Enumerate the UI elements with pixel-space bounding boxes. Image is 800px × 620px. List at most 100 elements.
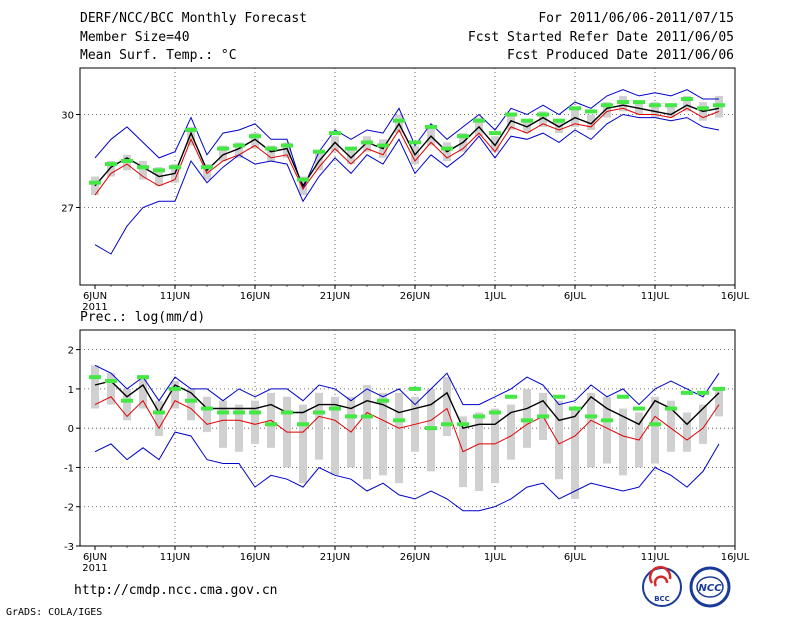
prec-series-median [94, 396, 720, 453]
temp-spread-box [683, 95, 691, 112]
bcc-logo-swirl [648, 566, 672, 587]
variable-label: Mean Surf. Temp.: °C [80, 48, 237, 63]
prec-green-mark [105, 379, 117, 384]
prec-spread-box [203, 396, 211, 433]
prec-green-mark [153, 410, 165, 415]
prec-spread-box [475, 412, 483, 492]
temp-x-tick-label: 1JUL [484, 291, 507, 302]
temp-spread-box [347, 148, 355, 165]
prec-green-mark [137, 375, 149, 380]
prec-spread-box [139, 377, 147, 409]
precip-variable-label: Prec.: log(mm/d) [80, 310, 206, 325]
prec-spread-box [395, 392, 403, 484]
forecast-started-date: Fcst Started Refer Date 2011/06/05 [467, 30, 734, 45]
temp-spread-box [587, 114, 595, 130]
temp-green-mark [361, 140, 373, 145]
temp-green-mark [441, 146, 453, 151]
temp-x-year-label: 2011 [82, 302, 107, 313]
prec-spread-box [363, 384, 371, 480]
temp-green-mark [393, 118, 405, 123]
prec-green-mark [121, 398, 133, 403]
prec-spread-box [251, 400, 259, 444]
prec-green-mark [377, 398, 389, 403]
temp-green-mark [697, 106, 709, 111]
prec-spread-box [555, 400, 563, 480]
temp-green-mark [265, 146, 277, 151]
prec-green-mark [345, 414, 357, 419]
prec-spread-box [603, 396, 611, 464]
temp-spread-box [539, 111, 547, 127]
temp-green-mark [713, 103, 725, 108]
temp-spread-box [651, 102, 659, 118]
prec-green-mark [489, 410, 501, 415]
temp-green-mark [281, 143, 293, 148]
temp-green-mark [617, 100, 629, 105]
temp-green-mark [249, 134, 261, 139]
temp-spread-box [235, 142, 243, 158]
prec-green-mark [313, 410, 325, 415]
prec-green-mark [169, 386, 181, 391]
prec-green-mark [601, 418, 613, 423]
temp-green-mark [521, 118, 533, 123]
prec-spread-box [651, 396, 659, 464]
chart-title: DERF/NCC/BCC Monthly Forecast [80, 11, 307, 26]
prec-green-mark [537, 414, 549, 419]
prec-series-min [94, 431, 720, 512]
prec-x-tick-label: 26JUN [400, 552, 430, 563]
temp-green-mark [153, 168, 165, 173]
temp-x-tick-label: 6JUN [83, 291, 107, 302]
prec-x-tick-label: 1JUL [484, 552, 507, 563]
prec-x-tick-label: 21JUN [320, 552, 350, 563]
prec-y-tick-label: 0 [68, 424, 74, 435]
temp-green-mark [329, 131, 341, 136]
prec-green-mark [281, 410, 293, 415]
temp-green-mark [121, 159, 133, 163]
prec-green-mark [649, 422, 661, 427]
temp-x-tick-label: 11JUL [641, 291, 670, 302]
prec-green-mark [505, 394, 517, 399]
temp-green-mark [585, 109, 597, 114]
prec-spread-box [171, 381, 179, 409]
temp-green-mark [297, 177, 309, 182]
prec-x-tick-label: 11JUN [160, 552, 190, 563]
temp-green-mark [489, 131, 501, 136]
temp-green-mark [377, 143, 389, 148]
temp-green-mark [105, 162, 117, 167]
prec-green-mark [89, 375, 101, 380]
prec-series-max [94, 364, 720, 406]
temp-spread-box [219, 145, 227, 161]
prec-y-tick-label: -3 [64, 542, 74, 553]
prec-green-mark [185, 398, 197, 403]
prec-spread-box [219, 400, 227, 448]
temp-green-mark [425, 124, 437, 129]
prec-spread-box [587, 392, 595, 468]
grads-credit: GrADS: COLA/IGES [6, 607, 103, 618]
temp-green-mark [569, 106, 581, 111]
temp-green-mark [217, 146, 229, 151]
temp-x-tick-label: 21JUN [320, 291, 350, 302]
prec-spread-box [315, 392, 323, 460]
temp-green-mark [137, 165, 149, 170]
temp-green-mark [633, 100, 645, 105]
ncc-logo-globe [696, 576, 724, 598]
temp-x-tick-label: 6JUL [564, 291, 587, 302]
prec-green-mark [249, 410, 261, 415]
prec-green-mark [441, 422, 453, 427]
prec-spread-box [571, 408, 579, 499]
prec-green-mark [409, 386, 421, 391]
prec-green-mark [361, 414, 373, 419]
bcc-logo-text: BCC [654, 595, 670, 603]
temp-x-tick-label: 26JUN [400, 291, 430, 302]
temp-spread-box [267, 145, 275, 161]
ncc-logo-text: NCC [698, 583, 722, 594]
prec-green-mark [217, 410, 229, 415]
prec-x-year-label: 2011 [82, 563, 107, 574]
temp-green-mark [505, 112, 517, 117]
prec-green-mark [617, 394, 629, 399]
prec-spread-box [299, 404, 307, 484]
prec-green-mark [233, 410, 245, 415]
prec-spread-box [379, 392, 387, 476]
prec-spread-box [91, 365, 99, 409]
prec-spread-box [155, 400, 163, 437]
